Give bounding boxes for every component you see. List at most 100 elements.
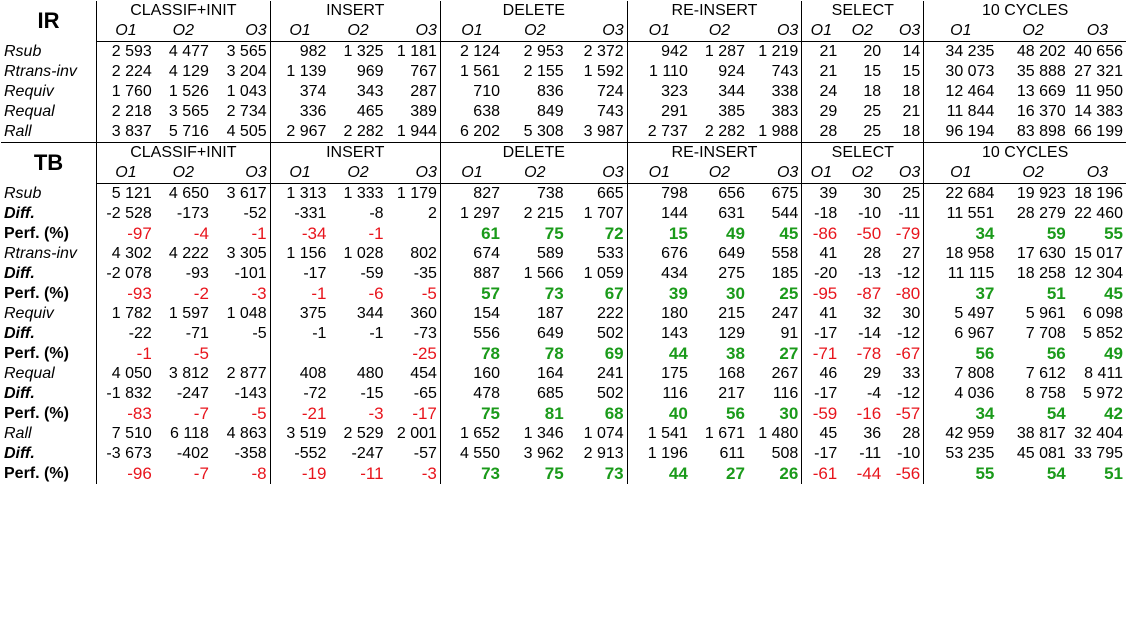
table-cell: -17: [814, 325, 838, 342]
table-cell: [270, 344, 329, 364]
table-row: Rtrans-inv 2 224 4 129 3 204 1 139 969 767 1 56…: [1, 62, 1126, 82]
table-cell: -56: [884, 464, 925, 484]
table-cell: 1 059: [566, 264, 628, 284]
table-cell: -13: [858, 265, 882, 282]
table-cell: 30: [884, 304, 925, 324]
table-cell: 338: [747, 82, 803, 102]
table-cell: 4 302: [111, 245, 152, 262]
column-header: O3: [211, 21, 271, 42]
table-cell: 34: [975, 404, 995, 423]
table-cell: 4 050: [111, 365, 152, 382]
table-cell: 275: [718, 265, 745, 282]
table-cell: 5 972: [1082, 385, 1123, 402]
table-cell: 385: [718, 103, 745, 120]
column-header: O2: [690, 21, 748, 42]
table-cell: -22: [128, 325, 152, 342]
table-cell: 558: [747, 244, 803, 264]
table-cell: 3 617: [211, 183, 271, 204]
table-cell: 5 497: [954, 305, 995, 322]
table-cell: -3: [211, 284, 271, 304]
table-row: Diff. -22 -71 -5 -1 -1 -73 556 649 502 143 129 91 -17…: [1, 324, 1126, 344]
table-cell: 73: [566, 464, 628, 484]
table-cell: -97: [127, 224, 152, 243]
table-cell: 38: [726, 344, 745, 363]
table-cell: 18 258: [1016, 265, 1066, 282]
table-cell: -5: [193, 344, 209, 363]
table-cell: -1: [211, 224, 271, 244]
table-cell: 69: [566, 344, 628, 364]
table-row: Perf. (%) -97 -4 -1 -34 -1 61 75 72 15 49 45 -86 -50-…: [1, 224, 1126, 244]
table-row: Diff. -3 673 -402 -358 -552 -247 -57 4 550 3 962…: [1, 444, 1126, 464]
table-cell: 12 304: [1074, 265, 1123, 282]
table-cell: 66 199: [1068, 122, 1126, 143]
group-header: INSERT: [270, 1, 441, 21]
group-header: 10 CYCLES: [982, 144, 1069, 161]
table-cell: 6 118: [170, 425, 209, 442]
table-cell: 685: [537, 385, 564, 402]
table-cell: -402: [176, 445, 209, 462]
table-cell: 434: [661, 265, 688, 282]
performance-table: IR CLASSIF+INIT INSERT DELETE RE-INSERT SELEC…: [1, 1, 1126, 484]
table-cell: -87: [856, 284, 882, 303]
table-cell: -18: [814, 205, 838, 222]
table-cell: 287: [386, 82, 441, 102]
table-cell: -80: [884, 284, 925, 304]
table-cell: 724: [566, 82, 628, 102]
column-header: O2: [997, 21, 1069, 42]
table-cell: 187: [537, 305, 564, 322]
table-cell: 389: [386, 102, 441, 122]
table-cell: 42 959: [945, 425, 995, 442]
table-row: Perf. (%) -93 -2 -3 -1 -6 -5 57 73 67 39 30 25 -95 -87…: [1, 284, 1126, 304]
table-cell: -2: [193, 284, 209, 303]
table-cell: -143: [211, 384, 271, 404]
table-cell: 18: [863, 83, 882, 100]
table-cell: -11: [884, 204, 925, 224]
column-header: O1: [923, 21, 998, 42]
table-cell: 22 460: [1074, 205, 1123, 222]
table-cell: 344: [718, 83, 745, 100]
table-cell: 5 308: [503, 122, 567, 143]
column-header: O3: [386, 21, 441, 42]
table-cell: 2 124: [459, 43, 500, 60]
table-cell: -17: [386, 404, 441, 424]
group-header: DELETE: [440, 1, 628, 21]
table-cell: 28: [801, 122, 841, 143]
table-cell: 982: [299, 43, 327, 60]
table-cell: 17 630: [1016, 245, 1066, 262]
table-cell: -11: [859, 445, 882, 462]
table-cell: 11 844: [946, 103, 995, 120]
table-cell: 3 987: [566, 122, 628, 143]
table-cell: -1 832: [106, 385, 152, 402]
table-cell: 267: [747, 364, 803, 384]
table-cell: 35 888: [1016, 63, 1066, 80]
table-cell: 51: [1046, 284, 1066, 303]
table-cell: -14: [858, 325, 882, 342]
table-cell: -173: [176, 205, 209, 222]
table-cell: 96 194: [923, 122, 998, 143]
table-cell: 802: [386, 244, 441, 264]
table-cell: 18 196: [1074, 185, 1123, 202]
table-cell: 454: [386, 364, 441, 384]
table-cell: 360: [386, 304, 441, 324]
table-cell: -83: [127, 404, 152, 423]
table-cell: 6 202: [440, 122, 503, 143]
table-cell: 78: [481, 344, 500, 363]
table-cell: 3 305: [211, 244, 271, 264]
table-cell: -19: [301, 464, 327, 483]
table-cell: -78: [856, 344, 882, 363]
group-header-row: TB CLASSIF+INIT INSERT DELETE RE-INSERT SELEC…: [1, 142, 1126, 184]
table-cell: 383: [747, 102, 803, 122]
table-row: Requal 2 218 3 565 2 734 336 465 389 638 849 743 2…: [1, 102, 1126, 122]
table-cell: 24: [819, 83, 838, 100]
row-label: Perf. (%): [1, 224, 98, 244]
table-cell: 675: [747, 183, 803, 204]
table-cell: 45: [819, 425, 838, 442]
table-cell: 2 593: [111, 43, 152, 60]
table-cell: 15: [668, 224, 688, 243]
table-cell: 942: [661, 43, 688, 60]
column-header: O1: [96, 21, 155, 42]
table-cell: 3 565: [168, 103, 209, 120]
table-cell: 743: [747, 62, 803, 82]
table-cell: 478: [473, 385, 500, 402]
table-cell: 44: [668, 344, 688, 363]
